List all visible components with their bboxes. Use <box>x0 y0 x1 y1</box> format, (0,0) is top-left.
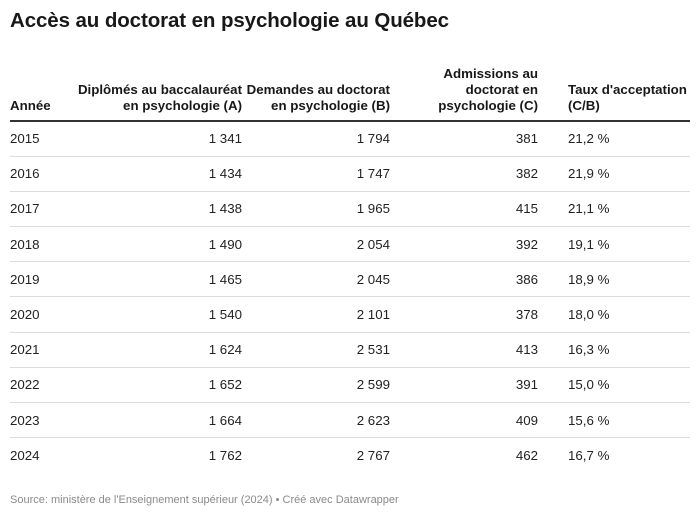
cell-a: 1 341 <box>72 121 242 157</box>
cell-c: 462 <box>515 448 538 464</box>
cell-c: 392 <box>390 226 538 263</box>
cell-a: 1 490 <box>72 226 242 263</box>
column-header-taux: Taux d'acceptation (C/B) <box>538 58 690 122</box>
cell-b: 2 101 <box>242 296 390 333</box>
table-row: 2021 1 624 2 531 413 16,3 % <box>10 332 690 368</box>
cell-c: 378 <box>390 296 538 333</box>
cell-taux: 18,0 % <box>538 296 690 333</box>
cell-a: 1 664 <box>72 402 242 439</box>
table-row: 2019 1 465 2 045 386 18,9 % <box>10 261 690 298</box>
cell-taux: 21,2 % <box>538 121 690 157</box>
table-row: 2015 1 341 1 794 381 21,2 % <box>10 121 690 157</box>
cell-a: 1 762 <box>208 448 242 464</box>
cell-taux: 16,3 % <box>538 332 690 368</box>
cell-c: 382 <box>390 156 538 192</box>
cell-b: 2 045 <box>242 261 390 298</box>
cell-b: 1 965 <box>242 191 390 228</box>
cell-b: 2 054 <box>242 226 390 263</box>
table-row: 2023 1 664 2 623 409 15,6 % <box>10 402 690 439</box>
column-header-a: Diplômés au baccalauréat en psychologie … <box>72 58 242 122</box>
table-row: 2024 1 762 2 767 462 16,7 % <box>10 438 690 473</box>
cell-taux: 18,9 % <box>538 261 690 298</box>
table-row: 2020 1 540 2 101 378 18,0 % <box>10 296 690 333</box>
cell-a: 1 540 <box>72 296 242 333</box>
table-row: 2022 1 652 2 599 391 15,0 % <box>10 367 690 404</box>
cell-annee: 2018 <box>10 226 72 263</box>
table-row: 2018 1 490 2 054 392 19,1 % <box>10 226 690 263</box>
cell-a: 1 652 <box>72 367 242 404</box>
table-body: 2015 1 341 1 794 381 21,2 % 2016 1 434 1 747 382… <box>10 121 690 473</box>
data-table: Année Diplômés au baccalauréat en psychol… <box>10 58 690 473</box>
column-header-c: Admissions au doctorat en psychologie (C… <box>390 58 538 122</box>
chart-title: Accès au doctorat en psychologie au Québ… <box>10 9 449 32</box>
cell-a: 1 465 <box>72 261 242 298</box>
cell-annee: 2023 <box>10 402 72 439</box>
cell-annee: 2019 <box>10 261 72 298</box>
cell-taux: 21,9 % <box>538 156 690 192</box>
column-header-annee: Année <box>10 58 72 122</box>
table-header: Année Diplômés au baccalauréat en psychol… <box>10 58 690 122</box>
cell-b: 1 794 <box>242 121 390 157</box>
cell-a: 1 434 <box>72 156 242 192</box>
cell-annee: 2020 <box>10 296 72 333</box>
header-row: Année Diplômés au baccalauréat en psychol… <box>10 58 690 122</box>
cell-taux: 15,0 % <box>538 367 690 404</box>
cell-c: 413 <box>390 332 538 368</box>
cell-annee: 2024 <box>10 448 40 464</box>
cell-taux: 21,1 % <box>538 191 690 228</box>
cell-b: 2 531 <box>242 332 390 368</box>
cell-c: 391 <box>390 367 538 404</box>
column-header-b: Demandes au doctorat en psychologie (B) <box>242 58 390 122</box>
cell-annee: 2022 <box>10 367 72 404</box>
cell-b: 1 747 <box>242 156 390 192</box>
cell-b: 2 623 <box>242 402 390 439</box>
cell-c: 415 <box>390 191 538 228</box>
cell-a: 1 438 <box>72 191 242 228</box>
cell-annee: 2021 <box>10 332 72 368</box>
cell-b: 2 599 <box>242 367 390 404</box>
cell-annee: 2015 <box>10 121 72 157</box>
cell-annee: 2017 <box>10 191 72 228</box>
cell-taux: 16,7 % <box>568 448 610 464</box>
cell-b: 2 767 <box>356 448 390 464</box>
source-note: Source: ministère de l'Enseignement supé… <box>10 494 399 506</box>
table-row: 2016 1 434 1 747 382 21,9 % <box>10 156 690 192</box>
cell-taux: 15,6 % <box>538 402 690 439</box>
cell-c: 381 <box>390 121 538 157</box>
cell-c: 409 <box>390 402 538 439</box>
cell-a: 1 624 <box>72 332 242 368</box>
cell-taux: 19,1 % <box>538 226 690 263</box>
cell-annee: 2016 <box>10 156 72 192</box>
cell-c: 386 <box>390 261 538 298</box>
table-row: 2017 1 438 1 965 415 21,1 % <box>10 191 690 228</box>
